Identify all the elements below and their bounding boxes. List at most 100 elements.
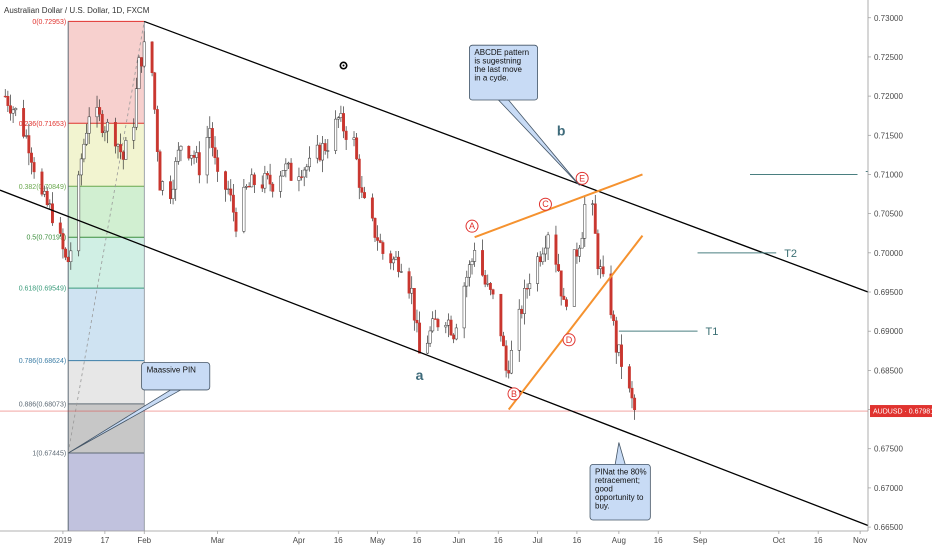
candle-body bbox=[153, 72, 157, 110]
last-price-tag-text: AUDUSD · 0.67981 bbox=[873, 409, 932, 416]
candle-body bbox=[48, 203, 52, 206]
fib-level-label: 1(0.67445) bbox=[32, 451, 66, 458]
fib-level-label: 0.786(0.68624) bbox=[19, 358, 66, 365]
candle-body bbox=[58, 222, 62, 234]
candle-body bbox=[113, 122, 117, 147]
candle-body bbox=[397, 256, 401, 272]
price-tick-label: 0.67500 bbox=[874, 445, 903, 454]
target-label: T2 bbox=[784, 248, 797, 260]
candle-body bbox=[499, 293, 503, 337]
fib-band bbox=[68, 186, 145, 238]
price-tick-label: 0.72000 bbox=[874, 92, 903, 101]
callout-box bbox=[469, 44, 538, 101]
candle-body bbox=[134, 88, 138, 128]
candle-body bbox=[224, 171, 227, 190]
time-tick-label: 2019 bbox=[54, 536, 72, 545]
callout-box bbox=[589, 463, 651, 521]
candle-body bbox=[263, 173, 267, 189]
candle-body bbox=[250, 174, 254, 188]
candle-body bbox=[169, 181, 172, 199]
wedge-line bbox=[507, 234, 644, 411]
candle-body bbox=[449, 319, 453, 336]
candle-body bbox=[27, 135, 31, 154]
candle-body bbox=[363, 192, 366, 199]
callout-box bbox=[141, 362, 211, 391]
time-tick-label: 17 bbox=[100, 536, 109, 545]
candle-body bbox=[77, 174, 81, 252]
candle-body bbox=[470, 261, 474, 265]
candle-body bbox=[161, 181, 165, 191]
channel-line bbox=[144, 20, 869, 293]
candle-body bbox=[564, 299, 568, 307]
candle-body bbox=[326, 150, 330, 152]
point-label: C bbox=[542, 199, 549, 209]
candle-body bbox=[252, 174, 256, 185]
candle-body bbox=[300, 176, 304, 178]
candle-body bbox=[559, 270, 563, 297]
price-axis-bg bbox=[868, 0, 932, 550]
candle-body bbox=[302, 169, 306, 178]
time-tick-label: Apr bbox=[293, 536, 306, 545]
candle-body bbox=[226, 188, 230, 190]
candle-body bbox=[609, 273, 613, 316]
candle-body bbox=[176, 149, 180, 162]
time-tick-label: May bbox=[370, 536, 385, 545]
candle-body bbox=[431, 318, 435, 332]
candle-body bbox=[575, 249, 579, 257]
candle-body bbox=[599, 266, 602, 270]
callout-text: PINat the 80% bbox=[595, 467, 647, 476]
candle-body bbox=[483, 274, 487, 285]
candle-body bbox=[507, 370, 511, 374]
candle-body bbox=[452, 334, 456, 340]
candle-body bbox=[87, 116, 91, 134]
candle-body bbox=[95, 107, 99, 118]
candle-body bbox=[45, 190, 49, 206]
candle-body bbox=[583, 204, 587, 239]
fib-band bbox=[68, 453, 145, 531]
fib-level-label: 0.886(0.68073) bbox=[19, 401, 66, 408]
price-tick-label: 0.69500 bbox=[874, 288, 903, 297]
candle-body bbox=[394, 256, 398, 260]
callout-text: ABCDE pattern bbox=[474, 48, 529, 57]
candle-body bbox=[22, 108, 26, 137]
candle-body bbox=[192, 155, 196, 158]
candle-body bbox=[229, 188, 233, 196]
candle-body bbox=[415, 319, 419, 324]
price-tick-label: 0.73000 bbox=[874, 14, 903, 23]
fib-level-label: 0(0.72953) bbox=[32, 19, 66, 26]
candle-body bbox=[179, 145, 183, 151]
candle-body bbox=[142, 41, 146, 67]
candle-body bbox=[339, 113, 343, 118]
candle-body bbox=[297, 176, 301, 181]
callout-text: the last move bbox=[474, 65, 522, 74]
candle-body bbox=[465, 276, 469, 287]
candle-body bbox=[103, 130, 107, 133]
candle-body bbox=[3, 95, 7, 98]
candle-body bbox=[231, 194, 235, 213]
callout-text: opportunity to bbox=[595, 493, 644, 502]
time-tick-label: Feb bbox=[137, 536, 151, 545]
candle-body bbox=[106, 122, 109, 132]
channel-line bbox=[0, 189, 869, 527]
candle-body bbox=[627, 366, 631, 389]
candle-body bbox=[323, 143, 327, 151]
candle-body bbox=[69, 250, 73, 263]
price-tick-label: 0.71000 bbox=[874, 170, 903, 179]
candle-body bbox=[268, 174, 272, 185]
time-tick-label: 16 bbox=[334, 536, 343, 545]
candle-body bbox=[601, 266, 605, 275]
price-tick-label: 0.70500 bbox=[874, 210, 903, 219]
candle-body bbox=[620, 344, 623, 367]
candle-body bbox=[370, 197, 374, 219]
candle-body bbox=[407, 271, 411, 294]
candle-body bbox=[266, 173, 269, 176]
candle-body bbox=[504, 345, 508, 371]
callout-text: retracement; bbox=[595, 476, 640, 485]
candle-body bbox=[544, 247, 547, 255]
candle-body bbox=[132, 126, 136, 141]
candle-body bbox=[140, 57, 144, 67]
candle-body bbox=[446, 319, 450, 326]
time-tick-label: 16 bbox=[654, 536, 663, 545]
candle-body bbox=[412, 288, 416, 321]
candle-body bbox=[289, 162, 293, 181]
